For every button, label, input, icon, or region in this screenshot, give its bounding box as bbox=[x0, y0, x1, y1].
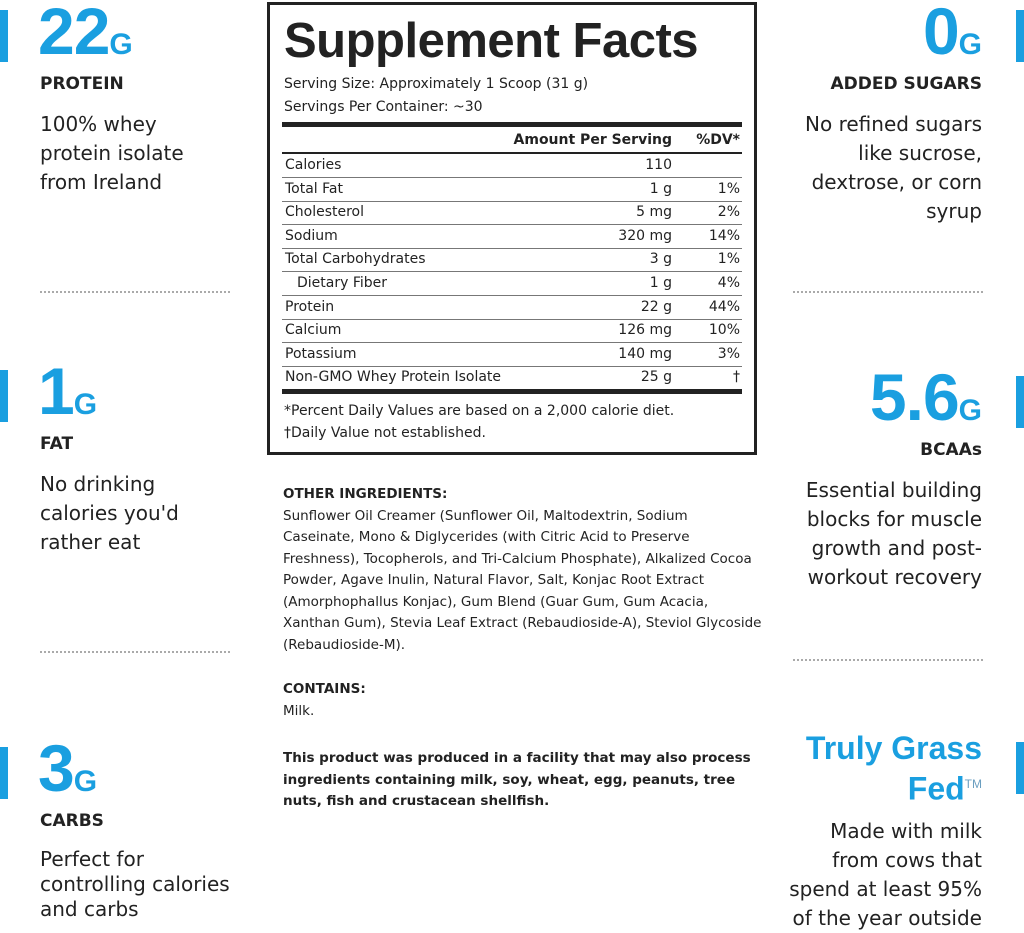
highlight-label: FAT bbox=[40, 434, 74, 454]
accent-bar bbox=[1016, 376, 1024, 428]
nutrient: Sodium bbox=[285, 227, 338, 244]
daily-value: 4% bbox=[717, 275, 740, 291]
amount: 5 mg bbox=[636, 204, 672, 221]
divider bbox=[793, 659, 983, 661]
daily-value: † bbox=[733, 369, 740, 386]
highlight-label: CARBS bbox=[40, 811, 104, 831]
facts-row: Dietary Fiber 1 g 4% bbox=[282, 272, 742, 296]
amount: 1 g bbox=[649, 275, 672, 291]
accent-bar bbox=[0, 747, 8, 799]
nutrient: Non-GMO Whey Protein Isolate bbox=[285, 369, 502, 386]
amount: 320 mg bbox=[618, 227, 672, 244]
amount-header: Amount Per Serving bbox=[513, 132, 672, 148]
amount: 126 mg bbox=[618, 322, 672, 339]
value: 0 bbox=[922, 0, 960, 68]
value: 5.6 bbox=[869, 360, 960, 434]
servings: Servings Per Container: ~30 bbox=[284, 99, 483, 115]
facts-row: Total Carbohydrates 3 g 1% bbox=[282, 248, 742, 273]
highlight-description: 100% whey protein isolate from Ireland bbox=[40, 112, 184, 194]
highlight-label: BCAAs bbox=[920, 440, 982, 460]
facts-row: Sodium 320 mg 14% bbox=[282, 225, 742, 249]
nutrient: Calcium bbox=[285, 322, 342, 339]
unit: G bbox=[958, 28, 982, 61]
thick-rule bbox=[282, 389, 742, 394]
highlight-description: No refined sugars like sucrose, dextrose… bbox=[805, 112, 982, 223]
accent-bar bbox=[0, 10, 8, 62]
unit: G bbox=[958, 394, 982, 427]
daily-value: 1% bbox=[717, 251, 740, 268]
facts-title: Supplement Facts bbox=[284, 14, 699, 68]
value: 1 bbox=[38, 354, 75, 428]
divider bbox=[40, 651, 230, 653]
other-ingredients: OTHER INGREDIENTS: Sunflower Oil Creamer … bbox=[283, 484, 763, 656]
dv-header: %DV* bbox=[696, 132, 740, 148]
divider bbox=[793, 291, 983, 293]
highlight-value: 3G bbox=[38, 735, 97, 815]
facts-row: Cholesterol 5 mg 2% bbox=[282, 201, 742, 226]
amount: 140 mg bbox=[618, 345, 672, 362]
nutrient: Total Fat bbox=[285, 180, 343, 197]
grass-fed-description: Made with milk from cows that spend at l… bbox=[789, 819, 982, 930]
nutrient: Potassium bbox=[285, 345, 357, 362]
highlight-description: Perfect for controlling calories and car… bbox=[40, 847, 230, 921]
nutrient: Dietary Fiber bbox=[297, 275, 388, 291]
facts-row: Protein 22 g 44% bbox=[282, 296, 742, 320]
amount: 22 g bbox=[640, 298, 672, 315]
highlight-value: 5.6G bbox=[870, 364, 982, 444]
heading: OTHER INGREDIENTS: bbox=[283, 486, 448, 502]
facts-row: Calcium 126 mg 10% bbox=[282, 319, 742, 344]
amount: 1 g bbox=[649, 180, 672, 197]
contains: CONTAINS: Milk. bbox=[283, 679, 763, 722]
amount: 25 g bbox=[640, 369, 672, 386]
text: Sunflower Oil Creamer (Sunflower Oil, Ma… bbox=[283, 507, 762, 653]
unit: G bbox=[73, 388, 98, 421]
value: 22 bbox=[38, 0, 110, 68]
title: Truly Grass Fed bbox=[805, 730, 982, 807]
accent-bar bbox=[0, 370, 8, 422]
nutrient: Cholesterol bbox=[285, 204, 365, 221]
daily-value: 3% bbox=[717, 345, 740, 362]
amount: 3 g bbox=[649, 251, 672, 268]
amount: 110 bbox=[645, 157, 672, 173]
unit: G bbox=[109, 28, 133, 61]
daily-value: 1% bbox=[717, 180, 740, 197]
divider bbox=[40, 291, 230, 293]
facts-row: Non-GMO Whey Protein Isolate 25 g † bbox=[282, 366, 742, 389]
thick-rule bbox=[282, 122, 742, 127]
highlight-value: 0G bbox=[923, 0, 982, 78]
allergen-statement: This product was produced in a facility … bbox=[283, 750, 751, 809]
heading: CONTAINS: bbox=[283, 681, 366, 697]
nutrient: Calories bbox=[285, 157, 342, 173]
footnote: *Percent Daily Values are based on a 2,0… bbox=[284, 403, 675, 419]
highlight-value: 1G bbox=[38, 358, 97, 438]
nutrient: Total Carbohydrates bbox=[285, 251, 426, 268]
highlight-description: No drinking calories you'd rather eat bbox=[40, 472, 179, 554]
highlight-label: ADDED SUGARS bbox=[830, 74, 982, 94]
accent-bar bbox=[1016, 742, 1024, 794]
grass-fed-title: Truly Grass FedTM bbox=[782, 730, 982, 807]
daily-value: 14% bbox=[708, 227, 740, 244]
facts-row: Total Fat 1 g 1% bbox=[282, 178, 742, 202]
facts-row: Calories 110 bbox=[282, 154, 742, 178]
unit: G bbox=[73, 765, 98, 798]
accent-bar bbox=[1016, 10, 1024, 62]
text: Milk. bbox=[283, 702, 315, 719]
daily-value: 44% bbox=[708, 298, 740, 315]
highlight-description: Essential building blocks for muscle gro… bbox=[805, 478, 982, 589]
supplement-facts: Supplement Facts Serving Size: Approximat… bbox=[267, 2, 757, 455]
highlight-label: PROTEIN bbox=[40, 74, 124, 94]
daily-value: 2% bbox=[717, 204, 740, 221]
facts-header: Amount Per Serving %DV* bbox=[282, 129, 742, 154]
footnote: †Daily Value not established. bbox=[284, 425, 486, 441]
highlight-value: 22G bbox=[38, 0, 133, 78]
value: 3 bbox=[38, 731, 75, 805]
nutrient: Protein bbox=[285, 298, 335, 315]
facts-row: Potassium 140 mg 3% bbox=[282, 343, 742, 367]
trademark: TM bbox=[964, 777, 982, 791]
daily-value: 10% bbox=[708, 322, 740, 339]
serving-size: Serving Size: Approximately 1 Scoop (31 … bbox=[284, 76, 589, 92]
